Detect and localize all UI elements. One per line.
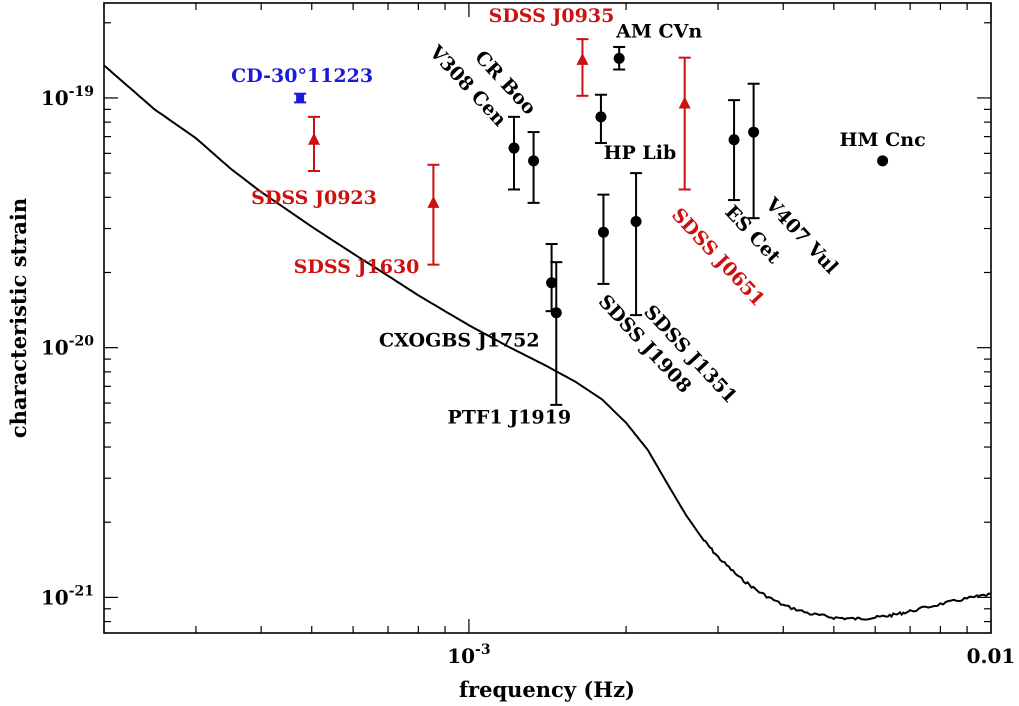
data-point [508, 142, 520, 154]
point-label: CD-30°11223 [231, 65, 373, 87]
point-label: AM CVn [615, 20, 702, 42]
data-point [576, 52, 589, 65]
point-label: SDSS J0923 [251, 187, 377, 209]
data-point [308, 132, 321, 145]
data-point [630, 216, 642, 228]
data-points [294, 38, 889, 406]
data-point [597, 226, 609, 238]
data-point [613, 52, 625, 64]
point-label: HP Lib [604, 142, 677, 164]
data-point [595, 111, 607, 123]
data-point [728, 134, 740, 146]
data-point [528, 155, 540, 167]
data-point [748, 126, 760, 138]
point-label: SDSS J0935 [489, 5, 615, 27]
sensitivity-curve [103, 64, 992, 621]
point-label: PTF1 J1919 [447, 407, 571, 429]
data-point [427, 195, 440, 208]
x-tick-label: 10-3 [447, 642, 490, 668]
data-point [877, 155, 889, 167]
x-axis-label: frequency (Hz) [459, 677, 635, 702]
y-tick-label: 10-20 [41, 334, 94, 360]
point-label: CXOGBS J1752 [379, 330, 540, 352]
point-label: HM Cnc [840, 129, 926, 151]
plot-frame [103, 2, 992, 634]
data-point [546, 277, 558, 289]
y-tick-label: 10-21 [41, 583, 94, 609]
point-label: SDSS J1630 [294, 256, 420, 278]
x-tick-label: 0.01 [967, 644, 1016, 668]
data-point [550, 307, 562, 319]
source-labels: CD-30°11223 SDSS J0923 SDSS J1630 SDSS J093… [231, 5, 925, 429]
point-label: V407 Vul [760, 193, 842, 279]
data-point [678, 96, 691, 109]
y-axis-label: characteristic strain [6, 198, 31, 438]
data-point [296, 93, 305, 102]
y-tick-label: 10-19 [41, 84, 94, 110]
axis-ticks: 10-3 0.01 10-21 10-20 10-19 [41, 3, 1016, 668]
